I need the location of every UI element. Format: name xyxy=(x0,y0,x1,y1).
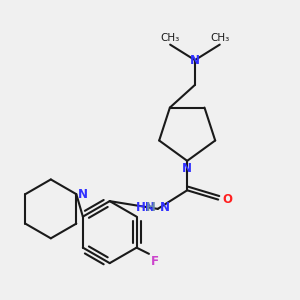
Text: N: N xyxy=(160,201,170,214)
Text: HN: HN xyxy=(136,201,156,214)
Text: H: H xyxy=(146,201,156,214)
Text: CH₃: CH₃ xyxy=(210,33,230,43)
Text: N: N xyxy=(78,188,88,201)
Text: F: F xyxy=(151,255,158,268)
Text: O: O xyxy=(223,193,233,206)
Text: CH₃: CH₃ xyxy=(160,33,180,43)
Text: N: N xyxy=(182,162,192,176)
Text: N: N xyxy=(190,54,200,67)
